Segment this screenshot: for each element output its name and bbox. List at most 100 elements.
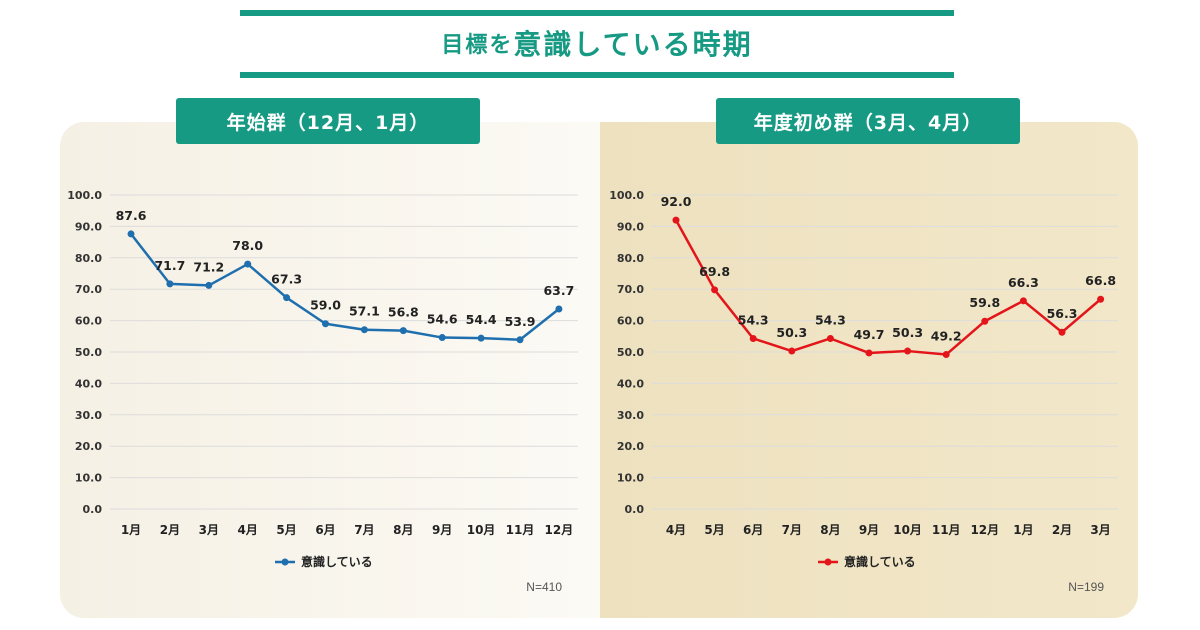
left-y-tick-label: 70.0 [75, 283, 102, 296]
right-y-tick-label: 60.0 [617, 315, 644, 328]
right-chart-panel [600, 122, 1138, 618]
right-data-label: 56.3 [1047, 306, 1078, 321]
page-title-prefix: 目標を [441, 33, 514, 58]
left-y-tick-label: 0.0 [83, 503, 103, 516]
right-data-label: 49.2 [931, 329, 962, 344]
right-data-point [865, 349, 873, 357]
left-y-tick-label: 100.0 [67, 189, 102, 202]
right-data-point [788, 347, 796, 355]
right-data-point [1058, 328, 1066, 336]
right-data-label: 66.3 [1008, 275, 1039, 290]
right-legend-label: 意識している [844, 554, 916, 569]
right-x-tick-label: 3月 [1090, 523, 1110, 537]
left-y-tick-label: 30.0 [75, 409, 102, 422]
left-series-line [130, 233, 560, 342]
left-data-point [283, 294, 291, 302]
right-y-tick-label: 40.0 [617, 377, 644, 390]
left-data-point [127, 230, 135, 238]
right-x-tick-label: 12月 [970, 523, 999, 537]
right-y-tick-label: 50.0 [617, 346, 644, 359]
left-legend-label: 意識している [301, 554, 373, 569]
header-rule-bottom [240, 72, 954, 78]
right-y-tick-label: 30.0 [617, 409, 644, 422]
page-title: 目標を 意識している時期 [240, 20, 954, 66]
right-y-tick-label: 0.0 [625, 503, 645, 516]
right-data-point [904, 347, 912, 355]
right-y-tick-label: 70.0 [617, 283, 644, 296]
left-data-label: 57.1 [349, 304, 380, 319]
left-data-point [438, 334, 446, 342]
right-sample-size-note: N=199 [1068, 580, 1104, 594]
right-series-line [674, 219, 1102, 356]
right-data-label: 54.3 [738, 312, 769, 327]
left-data-label: 87.6 [116, 208, 147, 223]
right-data-label: 92.0 [661, 194, 692, 209]
right-data-point [672, 216, 680, 224]
right-data-point [1019, 297, 1027, 305]
left-y-tick-label: 40.0 [75, 377, 102, 390]
right-data-point [826, 334, 834, 342]
right-data-point [981, 317, 989, 325]
right-data-label: 59.8 [969, 295, 1000, 310]
left-x-tick-label: 1月 [121, 523, 141, 537]
left-x-tick-label: 3月 [199, 523, 219, 537]
right-data-label: 66.8 [1085, 273, 1116, 288]
left-data-label: 67.3 [271, 272, 302, 287]
left-data-point [477, 334, 485, 342]
left-x-tick-label: 2月 [160, 523, 180, 537]
right-data-label: 50.3 [776, 325, 807, 340]
left-y-tick-label: 90.0 [75, 220, 102, 233]
right-y-tick-label: 80.0 [617, 252, 644, 265]
left-data-label: 53.9 [505, 314, 536, 329]
left-data-point [360, 326, 368, 334]
right-x-tick-label: 6月 [743, 523, 763, 537]
left-data-label: 78.0 [232, 238, 263, 253]
left-data-label: 63.7 [543, 283, 574, 298]
left-data-label: 56.8 [388, 305, 419, 320]
right-data-label: 50.3 [892, 325, 923, 340]
right-data-label: 49.7 [854, 327, 885, 342]
left-chart-title: 年始群（12月、1月） [176, 98, 480, 144]
page-title-main: 意識している時期 [513, 28, 753, 61]
left-x-tick-label: 11月 [506, 523, 535, 537]
left-x-tick-label: 4月 [238, 523, 258, 537]
right-legend-marker [824, 558, 832, 566]
right-data-label: 54.3 [815, 312, 846, 327]
left-data-point [322, 320, 329, 328]
header-rule-top [240, 10, 954, 16]
left-data-point [555, 305, 563, 313]
left-data-label: 71.2 [193, 259, 224, 274]
right-x-tick-label: 5月 [704, 523, 724, 537]
left-x-tick-label: 12月 [545, 523, 574, 537]
left-x-tick-label: 10月 [467, 523, 496, 537]
left-y-tick-label: 50.0 [75, 346, 102, 359]
left-data-label: 54.6 [427, 312, 458, 327]
left-data-point [205, 281, 213, 289]
left-x-tick-label: 6月 [315, 523, 335, 537]
right-data-point [1097, 295, 1105, 303]
left-x-tick-label: 7月 [354, 523, 374, 537]
left-data-point [399, 327, 407, 335]
right-x-tick-label: 8月 [820, 523, 840, 537]
left-x-tick-label: 8月 [393, 523, 413, 537]
left-y-tick-label: 20.0 [75, 440, 102, 453]
right-data-point [942, 351, 950, 359]
right-y-tick-label: 10.0 [617, 472, 644, 485]
right-x-tick-label: 4月 [666, 523, 686, 537]
right-chart-title: 年度初め群（3月、4月） [716, 98, 1020, 144]
right-y-tick-label: 100.0 [609, 189, 644, 202]
left-y-tick-label: 10.0 [75, 472, 102, 485]
right-x-tick-label: 9月 [859, 523, 879, 537]
right-data-label: 69.8 [699, 264, 730, 279]
right-x-tick-label: 10月 [893, 523, 922, 537]
right-x-tick-label: 2月 [1052, 523, 1072, 537]
left-sample-size-note: N=410 [526, 580, 562, 594]
left-chart-panel [60, 122, 600, 618]
left-data-point [244, 260, 252, 268]
right-y-tick-label: 20.0 [617, 440, 644, 453]
right-data-point [749, 334, 757, 342]
page-header: 目標を 意識している時期 [240, 10, 954, 78]
right-data-point [711, 286, 719, 294]
left-data-point [516, 336, 524, 344]
